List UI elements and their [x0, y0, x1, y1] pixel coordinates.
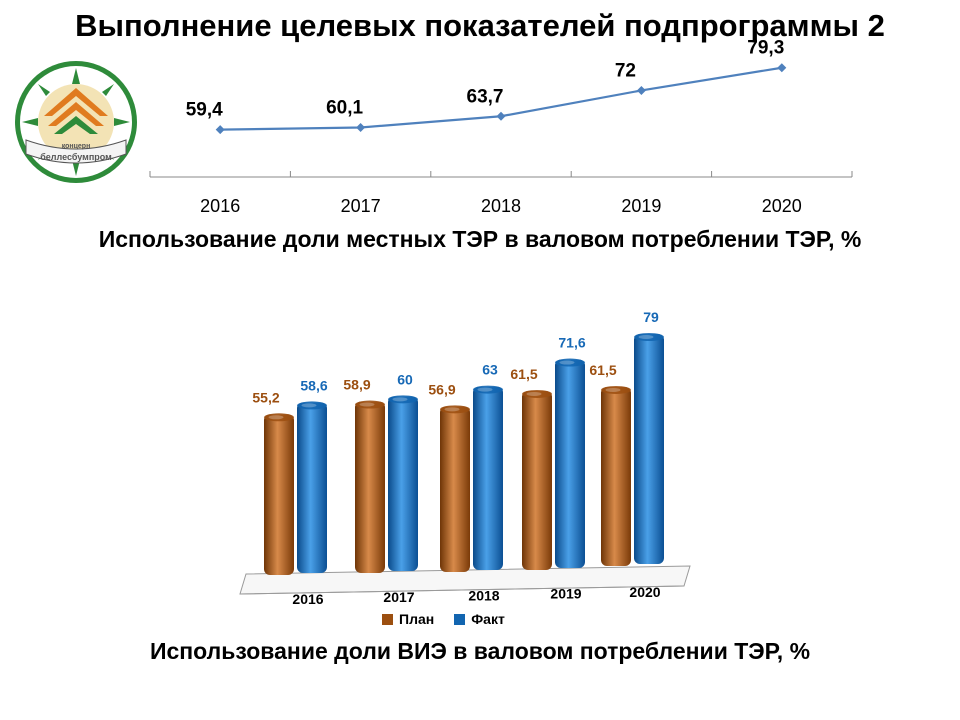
line-series	[215, 63, 787, 135]
bar-fact	[297, 401, 327, 573]
x-tick-labels: 2016 2017 2018 2019 2020	[292, 584, 660, 607]
bar-fact	[634, 333, 664, 564]
data-label-plan: 58,9	[343, 377, 370, 393]
bar-plan	[522, 389, 552, 570]
legend: План Факт	[382, 611, 505, 627]
x-tick-label: 2018	[468, 587, 499, 603]
bar-series	[264, 333, 664, 575]
x-tick-label: 2019	[550, 586, 581, 602]
data-label-plan: 61,5	[510, 366, 537, 382]
data-label-fact: 58,6	[300, 377, 327, 393]
x-tick-label: 2018	[481, 196, 521, 216]
bar-fact	[388, 395, 418, 571]
x-tick-label: 2020	[629, 584, 660, 600]
x-axis	[149, 171, 853, 178]
bar-fact	[555, 358, 585, 568]
x-tick-label: 2017	[341, 196, 381, 216]
x-tick-label: 2020	[762, 196, 802, 216]
data-label-plan: 55,2	[252, 389, 279, 405]
x-tick-label: 2019	[621, 196, 661, 216]
line-chart: 59,4 60,1 63,7 72 79,3 2016 2017 2018 2019 2020	[149, 38, 853, 216]
logo-text: беллесбумпром	[40, 152, 112, 162]
data-label: 72	[615, 60, 636, 81]
data-label: 59,4	[186, 100, 223, 121]
data-point	[777, 63, 787, 73]
bar-fact	[473, 385, 503, 570]
data-label: 79,3	[747, 38, 784, 59]
chart-floor-edge	[239, 585, 685, 595]
data-label: 63,7	[467, 86, 504, 107]
page-title: Выполнение целевых показателей подпрогра…	[75, 8, 885, 43]
legend-item-fact: Факт	[454, 611, 505, 627]
x-tick-label: 2017	[383, 589, 414, 605]
data-label-fact: 60	[397, 371, 413, 387]
legend-label-plan: План	[399, 611, 435, 627]
x-tick-label: 2016	[200, 196, 240, 216]
bar-plan	[355, 400, 385, 573]
data-point	[496, 111, 506, 121]
bar-chart-title: Использование доли ВИЭ в валовом потребл…	[149, 638, 811, 664]
data-labels: 59,4 60,1 63,7 72 79,3	[186, 38, 785, 121]
data-label-fact: 71,6	[558, 335, 585, 351]
bar-plan	[601, 385, 631, 566]
data-point	[636, 85, 646, 95]
data-point	[356, 122, 366, 132]
data-point	[215, 125, 225, 135]
data-label: 60,1	[326, 97, 363, 118]
company-logo: концерн беллесбумпром	[15, 61, 137, 183]
x-tick-labels: 2016 2017 2018 2019 2020	[200, 196, 802, 216]
bar-plan	[264, 413, 294, 575]
x-tick-label: 2016	[292, 591, 323, 607]
bar-plan	[440, 405, 470, 572]
legend-swatch-fact	[454, 613, 466, 625]
data-label-plan: 56,9	[428, 381, 455, 397]
data-label-plan: 61,5	[589, 362, 616, 378]
logo-text: концерн	[62, 143, 91, 150]
legend-swatch-plan	[382, 613, 393, 625]
data-label-fact: 63	[482, 362, 498, 378]
legend-label-fact: Факт	[471, 611, 505, 627]
legend-item-plan: План	[382, 611, 434, 627]
line-chart-title: Использование доли местных ТЭР в валовом…	[98, 226, 862, 252]
data-label-fact: 79	[643, 309, 659, 325]
